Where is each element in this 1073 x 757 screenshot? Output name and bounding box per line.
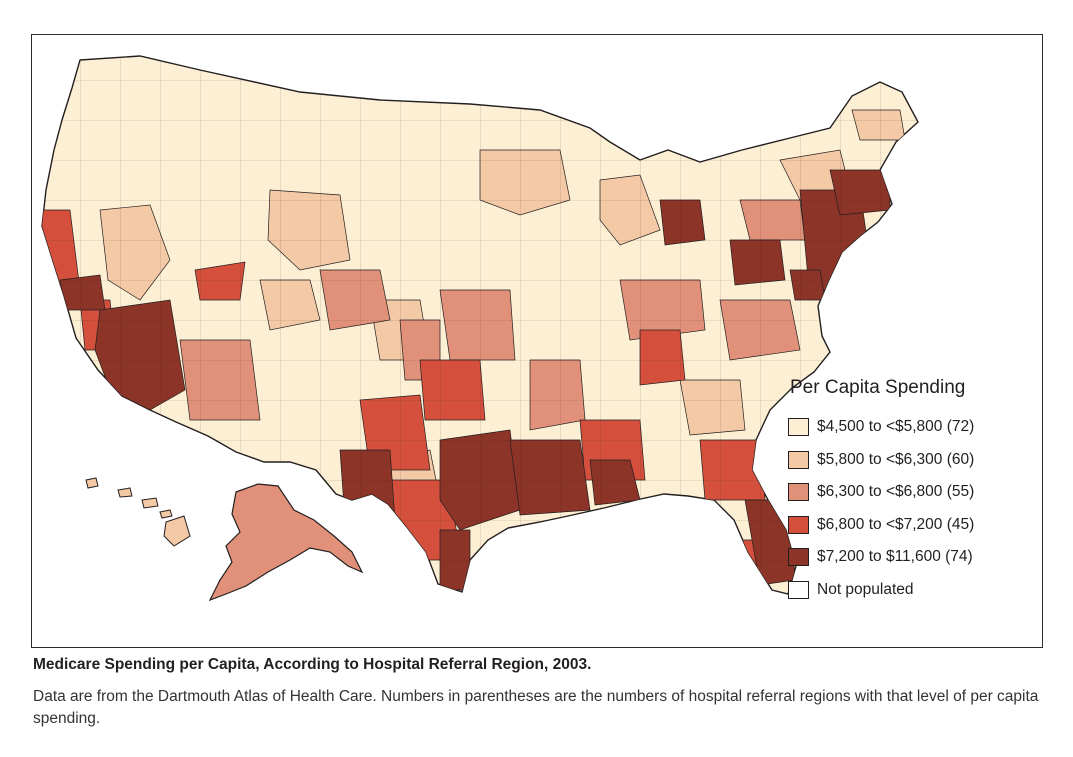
legend: Per Capita Spending $4,500 to <$5,800 (7…	[788, 377, 1003, 606]
legend-item: $6,800 to <$7,200 (45)	[788, 509, 1003, 542]
legend-swatch	[788, 483, 809, 502]
legend-label: $6,300 to <$6,800 (55)	[817, 483, 975, 501]
legend-title: Per Capita Spending	[790, 377, 966, 398]
legend-label: $5,800 to <$6,300 (60)	[817, 450, 975, 468]
legend-swatch	[788, 450, 809, 469]
legend-swatch	[788, 580, 809, 599]
legend-item: Not populated	[788, 574, 1003, 607]
legend-swatch	[788, 548, 809, 567]
legend-swatch	[788, 418, 809, 437]
legend-swatch	[788, 515, 809, 534]
caption-text: Data are from the Dartmouth Atlas of Hea…	[33, 688, 1039, 727]
map-hawaii	[85, 477, 191, 547]
legend-label: $4,500 to <$5,800 (72)	[817, 418, 975, 436]
map-alaska	[208, 483, 364, 602]
legend-item: $4,500 to <$5,800 (72)	[788, 411, 1003, 444]
legend-label: $7,200 to $11,600 (74)	[817, 548, 973, 566]
legend-item: $5,800 to <$6,300 (60)	[788, 444, 1003, 477]
legend-label: Not populated	[817, 580, 914, 598]
caption-title: Medicare Spending per Capita, According …	[33, 656, 592, 673]
legend-item: $7,200 to $11,600 (74)	[788, 541, 1003, 574]
legend-item: $6,300 to <$6,800 (55)	[788, 476, 1003, 509]
legend-label: $6,800 to <$7,200 (45)	[817, 515, 975, 533]
figure-frame	[31, 34, 1043, 648]
